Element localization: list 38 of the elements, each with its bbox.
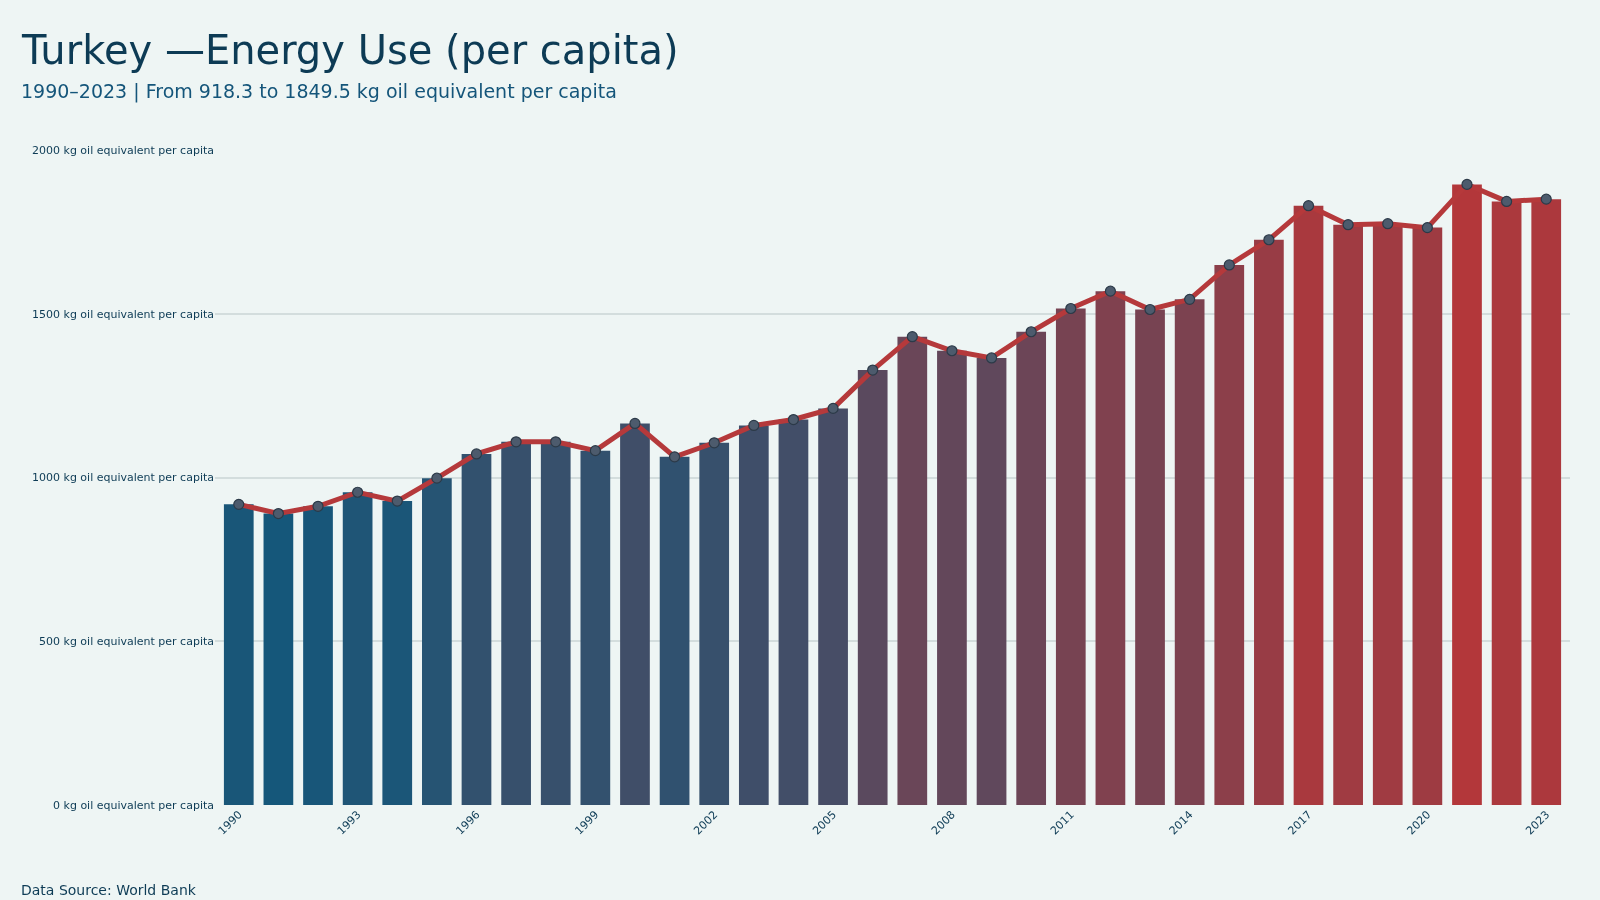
bar bbox=[1372, 223, 1403, 805]
y-tick-label: 1000 kg oil equivalent per capita bbox=[32, 471, 214, 485]
chart-title: Turkey —Energy Use (per capita) bbox=[21, 27, 679, 73]
bar bbox=[897, 336, 928, 805]
bar bbox=[1214, 264, 1245, 805]
bar bbox=[422, 478, 452, 805]
bar bbox=[1333, 224, 1363, 805]
bar bbox=[1055, 308, 1086, 805]
bar bbox=[1016, 331, 1047, 805]
bar bbox=[540, 441, 571, 805]
y-tick-label: 2000 kg oil equivalent per capita bbox=[32, 143, 214, 157]
bar bbox=[857, 370, 888, 805]
bar bbox=[263, 513, 294, 805]
bar bbox=[580, 450, 611, 805]
bar bbox=[818, 408, 848, 805]
source-note: Data Source: World Bank bbox=[21, 882, 197, 898]
bar bbox=[778, 419, 809, 805]
bar bbox=[223, 504, 254, 805]
bar bbox=[659, 456, 690, 805]
bar bbox=[976, 357, 1007, 805]
bar bbox=[1135, 309, 1165, 805]
bar bbox=[382, 501, 413, 805]
bar bbox=[699, 442, 730, 805]
y-tick-label: 500 kg oil equivalent per capita bbox=[39, 635, 214, 649]
y-tick-label: 0 kg oil equivalent per capita bbox=[53, 798, 214, 812]
bar bbox=[303, 506, 333, 805]
y-tick-label: 1500 kg oil equivalent per capita bbox=[32, 307, 214, 321]
bar bbox=[1174, 299, 1205, 805]
bar bbox=[738, 425, 769, 805]
bar bbox=[620, 423, 650, 805]
bar bbox=[461, 453, 492, 805]
bar bbox=[501, 441, 531, 805]
bar bbox=[342, 492, 373, 805]
bar bbox=[1095, 291, 1126, 805]
bar bbox=[1254, 239, 1284, 805]
bar bbox=[1412, 227, 1443, 805]
chart-subtitle: 1990–2023 | From 918.3 to 1849.5 kg oil equivalent per capita bbox=[21, 80, 617, 103]
bar bbox=[937, 350, 967, 805]
